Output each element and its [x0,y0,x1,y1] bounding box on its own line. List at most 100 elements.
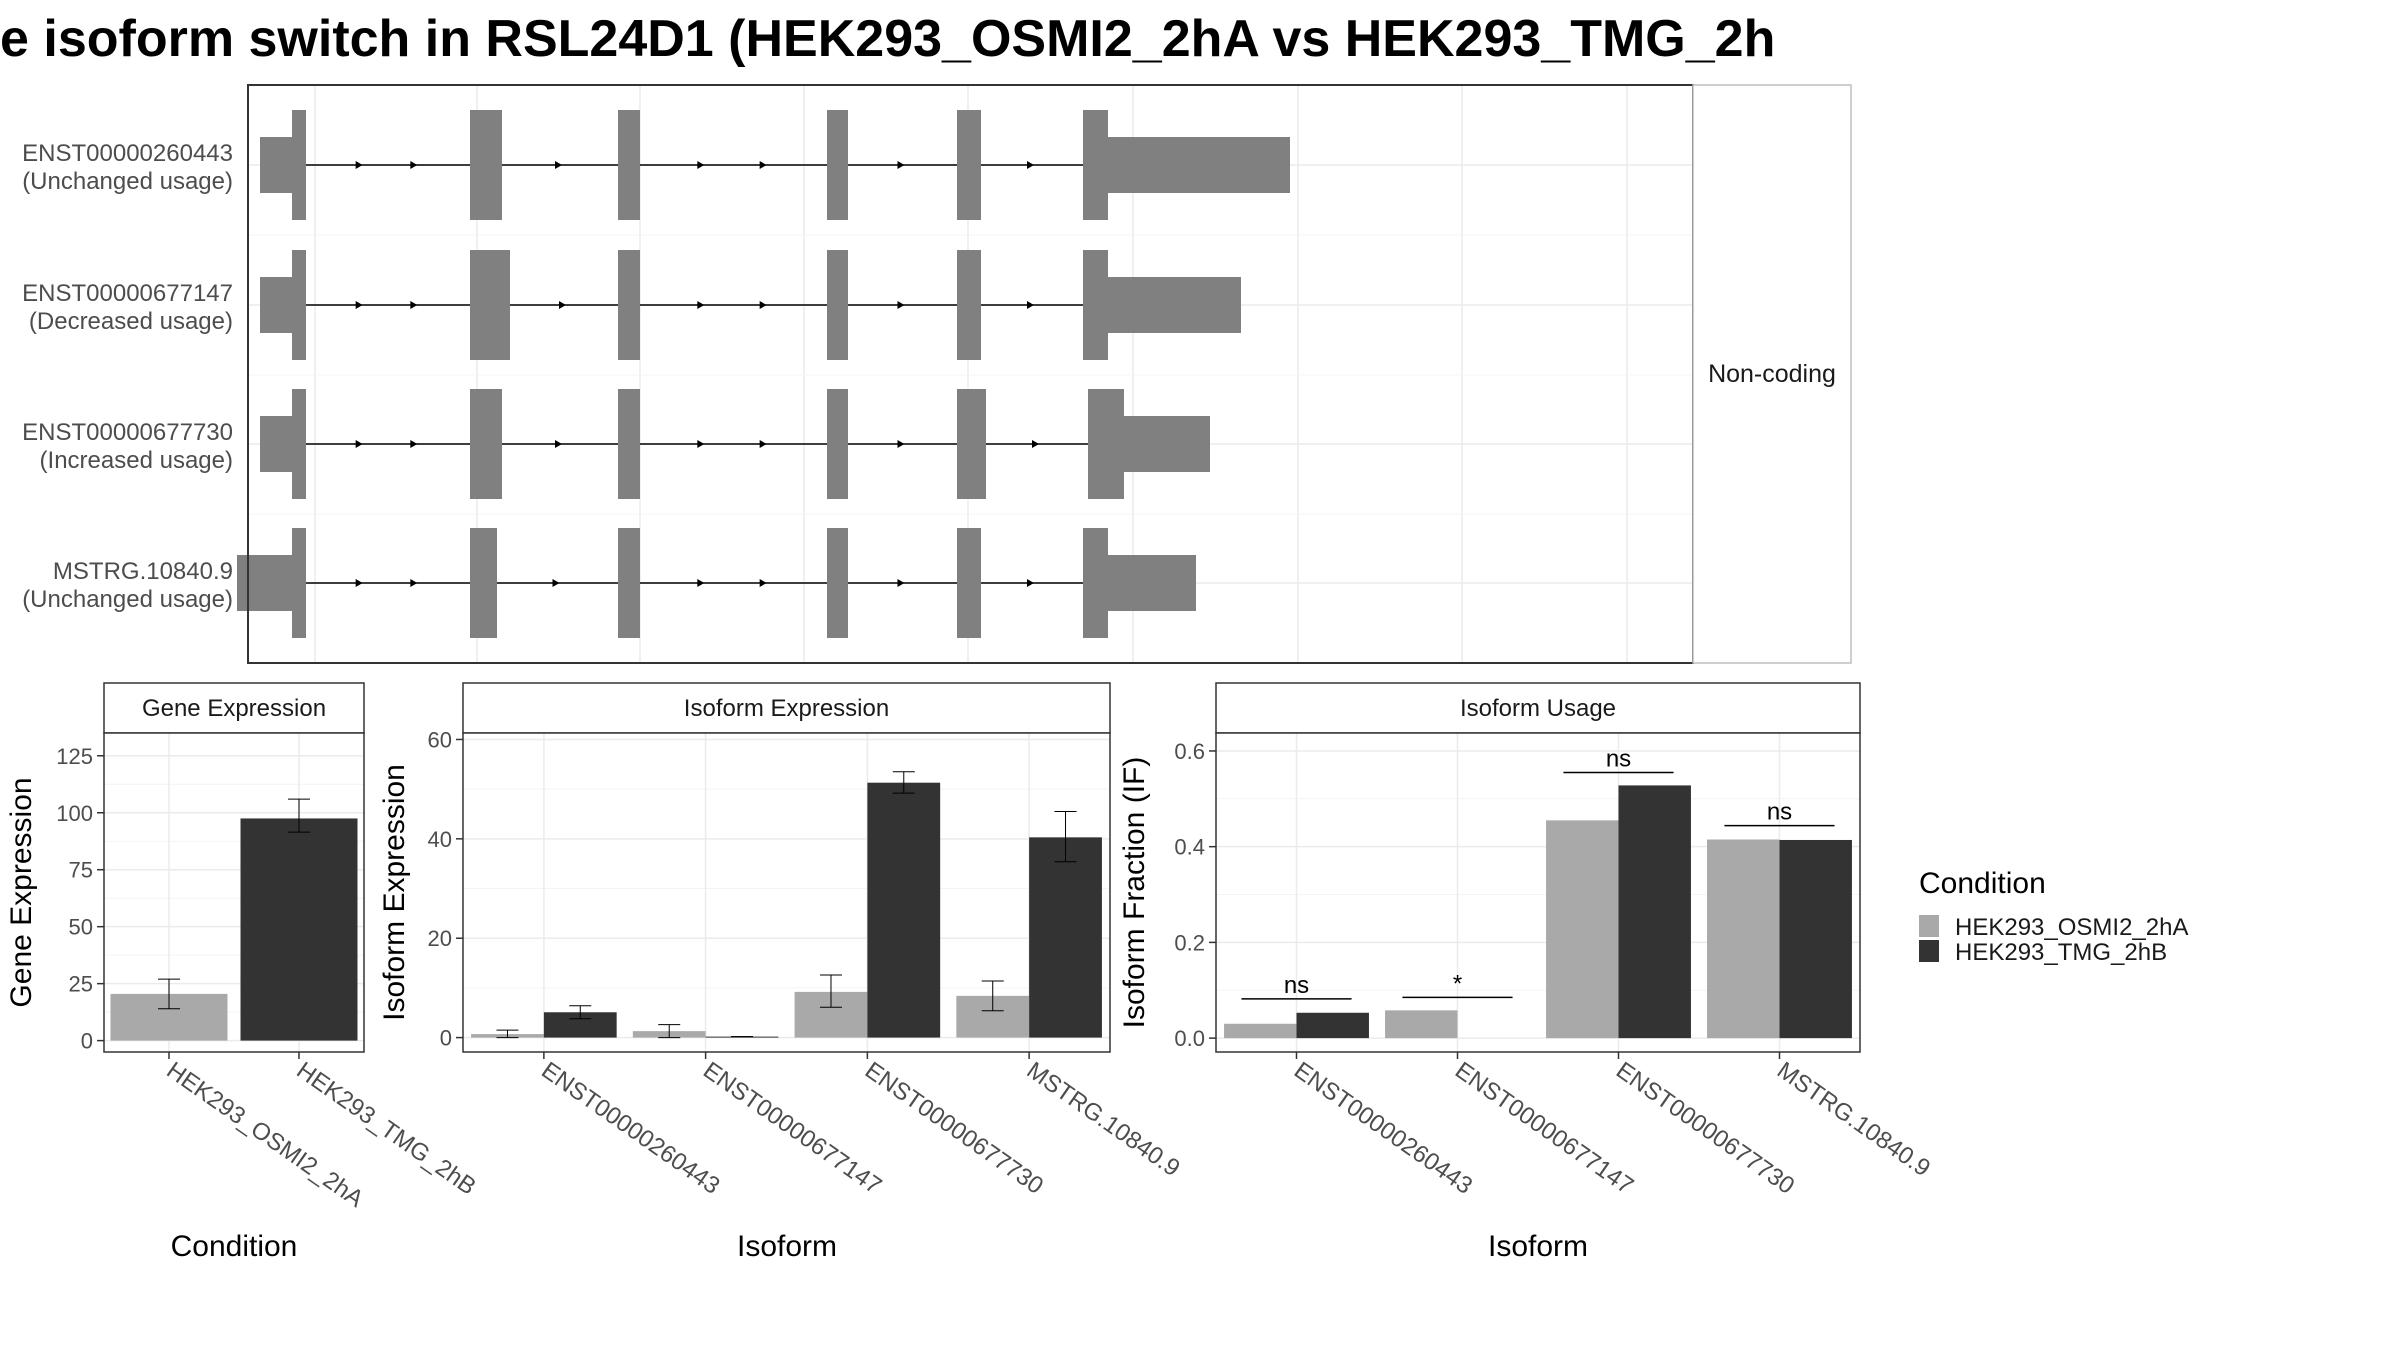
intron-arrow [410,301,418,309]
cds-exon [470,528,497,638]
intron-arrow [410,579,418,587]
cds-exon [827,389,848,499]
y-tick-label: 75 [69,858,93,883]
y-axis-title: Isoform Expression [378,764,411,1021]
cds-exon [957,110,981,220]
x-axis-title: Isoform [737,1230,837,1263]
intron-arrow [1027,161,1034,169]
isoform-track [260,389,1210,499]
intron-arrow [410,161,418,169]
bar [1707,839,1780,1039]
isoform-id-label: ENST00000260443 [22,140,233,167]
y-tick-label: 0.0 [1174,1026,1205,1051]
isoform-track [260,250,1241,360]
bar [867,782,941,1038]
cds-exon [827,250,848,360]
x-tick-label: ENST00000677147 [1450,1057,1638,1200]
panel-border [103,732,365,1053]
intron-arrow [1032,440,1039,448]
intron-arrow [697,161,705,169]
y-tick-label: 0.4 [1174,835,1205,860]
intron-arrow [697,301,705,309]
y-tick-label: 100 [56,801,93,826]
intron-arrow [355,440,363,448]
y-axis-title: Isoform Fraction (IF) [1118,757,1151,1029]
x-tick-label: ENST00000260443 [536,1057,724,1200]
y-tick-label: 0.6 [1174,739,1205,764]
x-tick-label: MSTRG.10840.9 [1772,1057,1935,1182]
utr-5-block [260,137,292,193]
legend-key-cond-a [1919,915,1939,937]
intron-arrow [1027,301,1034,309]
isoform-track [260,110,1290,220]
panel-border [1215,732,1861,1053]
utr-3-block [1124,416,1210,472]
bar [1224,1023,1297,1039]
x-tick-label: ENST00000677730 [1611,1057,1799,1200]
bar [1029,837,1102,1038]
cds-exon [1083,250,1108,360]
panel-strip-label: Isoform Usage [1460,695,1616,722]
intron-arrow [697,579,705,587]
isoform-status-label: (Unchanged usage) [22,586,233,613]
y-tick-label: 60 [428,727,452,752]
intron-arrow [355,161,363,169]
cds-exon [618,528,640,638]
panel-strip [103,682,365,734]
bar [1779,839,1852,1039]
y-tick-label: 25 [69,972,93,997]
legend-label-cond-b: HEK293_TMG_2hB [1955,939,2167,966]
y-tick-label: 20 [428,926,452,951]
intron-arrow [555,161,562,169]
intron-arrow [355,579,363,587]
structure-strip [1692,84,1852,664]
legend-key-cond-b [1919,940,1939,962]
utr-5-block [260,277,292,333]
cds-exon [292,250,306,360]
y-axis-title: Gene Expression [5,777,38,1007]
intron-arrow [1027,579,1034,587]
isoform-status-label: (Unchanged usage) [22,168,233,195]
isoform-usage-panel: Isoform Usage ns * ns ns 0.0 0.2 0.4 0.6 ENST0000… [1118,682,1935,1263]
panel-strip-label: Gene Expression [142,695,326,722]
significance-label: ns [1284,972,1309,999]
legend: Condition HEK293_OSMI2_2hA HEK293_TMG_2h… [1919,867,2188,966]
cds-exon [957,389,986,499]
y-tick-label: 40 [428,827,452,852]
intron-arrow [410,440,418,448]
isoform-track [237,528,1196,638]
bar [1385,1010,1458,1039]
legend-title: Condition [1919,867,2046,900]
cds-exon [957,528,981,638]
bar [240,818,358,1041]
bar [1296,1012,1369,1039]
cds-exon [470,250,510,360]
significance-label: * [1453,970,1462,997]
significance-label: ns [1767,799,1792,826]
panel-border [462,732,1111,1053]
utr-5-block [260,416,292,472]
intron-arrow [897,579,905,587]
x-tick-label: ENST00000260443 [1289,1057,1477,1200]
figure-title: e isoform switch in RSL24D1 (HEK293_OSMI… [0,10,1775,68]
intron-arrow [759,440,767,448]
intron-arrow [555,440,562,448]
isoform-expression-panel: Isoform Expression 0 20 40 60 ENST00000260443… [378,682,1185,1263]
cds-exon [1083,110,1108,220]
isoform-status-label: (Increased usage) [40,447,233,474]
utr-3-block [1108,277,1241,333]
intron-arrow [355,301,363,309]
significance-label: ns [1606,745,1631,772]
intron-arrow [552,579,560,587]
y-tick-label: 0 [81,1029,93,1054]
transcript-structure-panel: Non-coding ENST00000260443(Unchanged usa… [22,84,1852,664]
cds-exon [470,110,502,220]
y-tick-label: 0 [440,1026,452,1051]
intron-arrow [697,440,705,448]
bar [1546,820,1619,1039]
intron-arrow [897,161,905,169]
cds-exon [618,389,640,499]
structure-strip-label: Non-coding [1708,360,1836,388]
isoform-id-label: ENST00000677147 [22,280,233,307]
